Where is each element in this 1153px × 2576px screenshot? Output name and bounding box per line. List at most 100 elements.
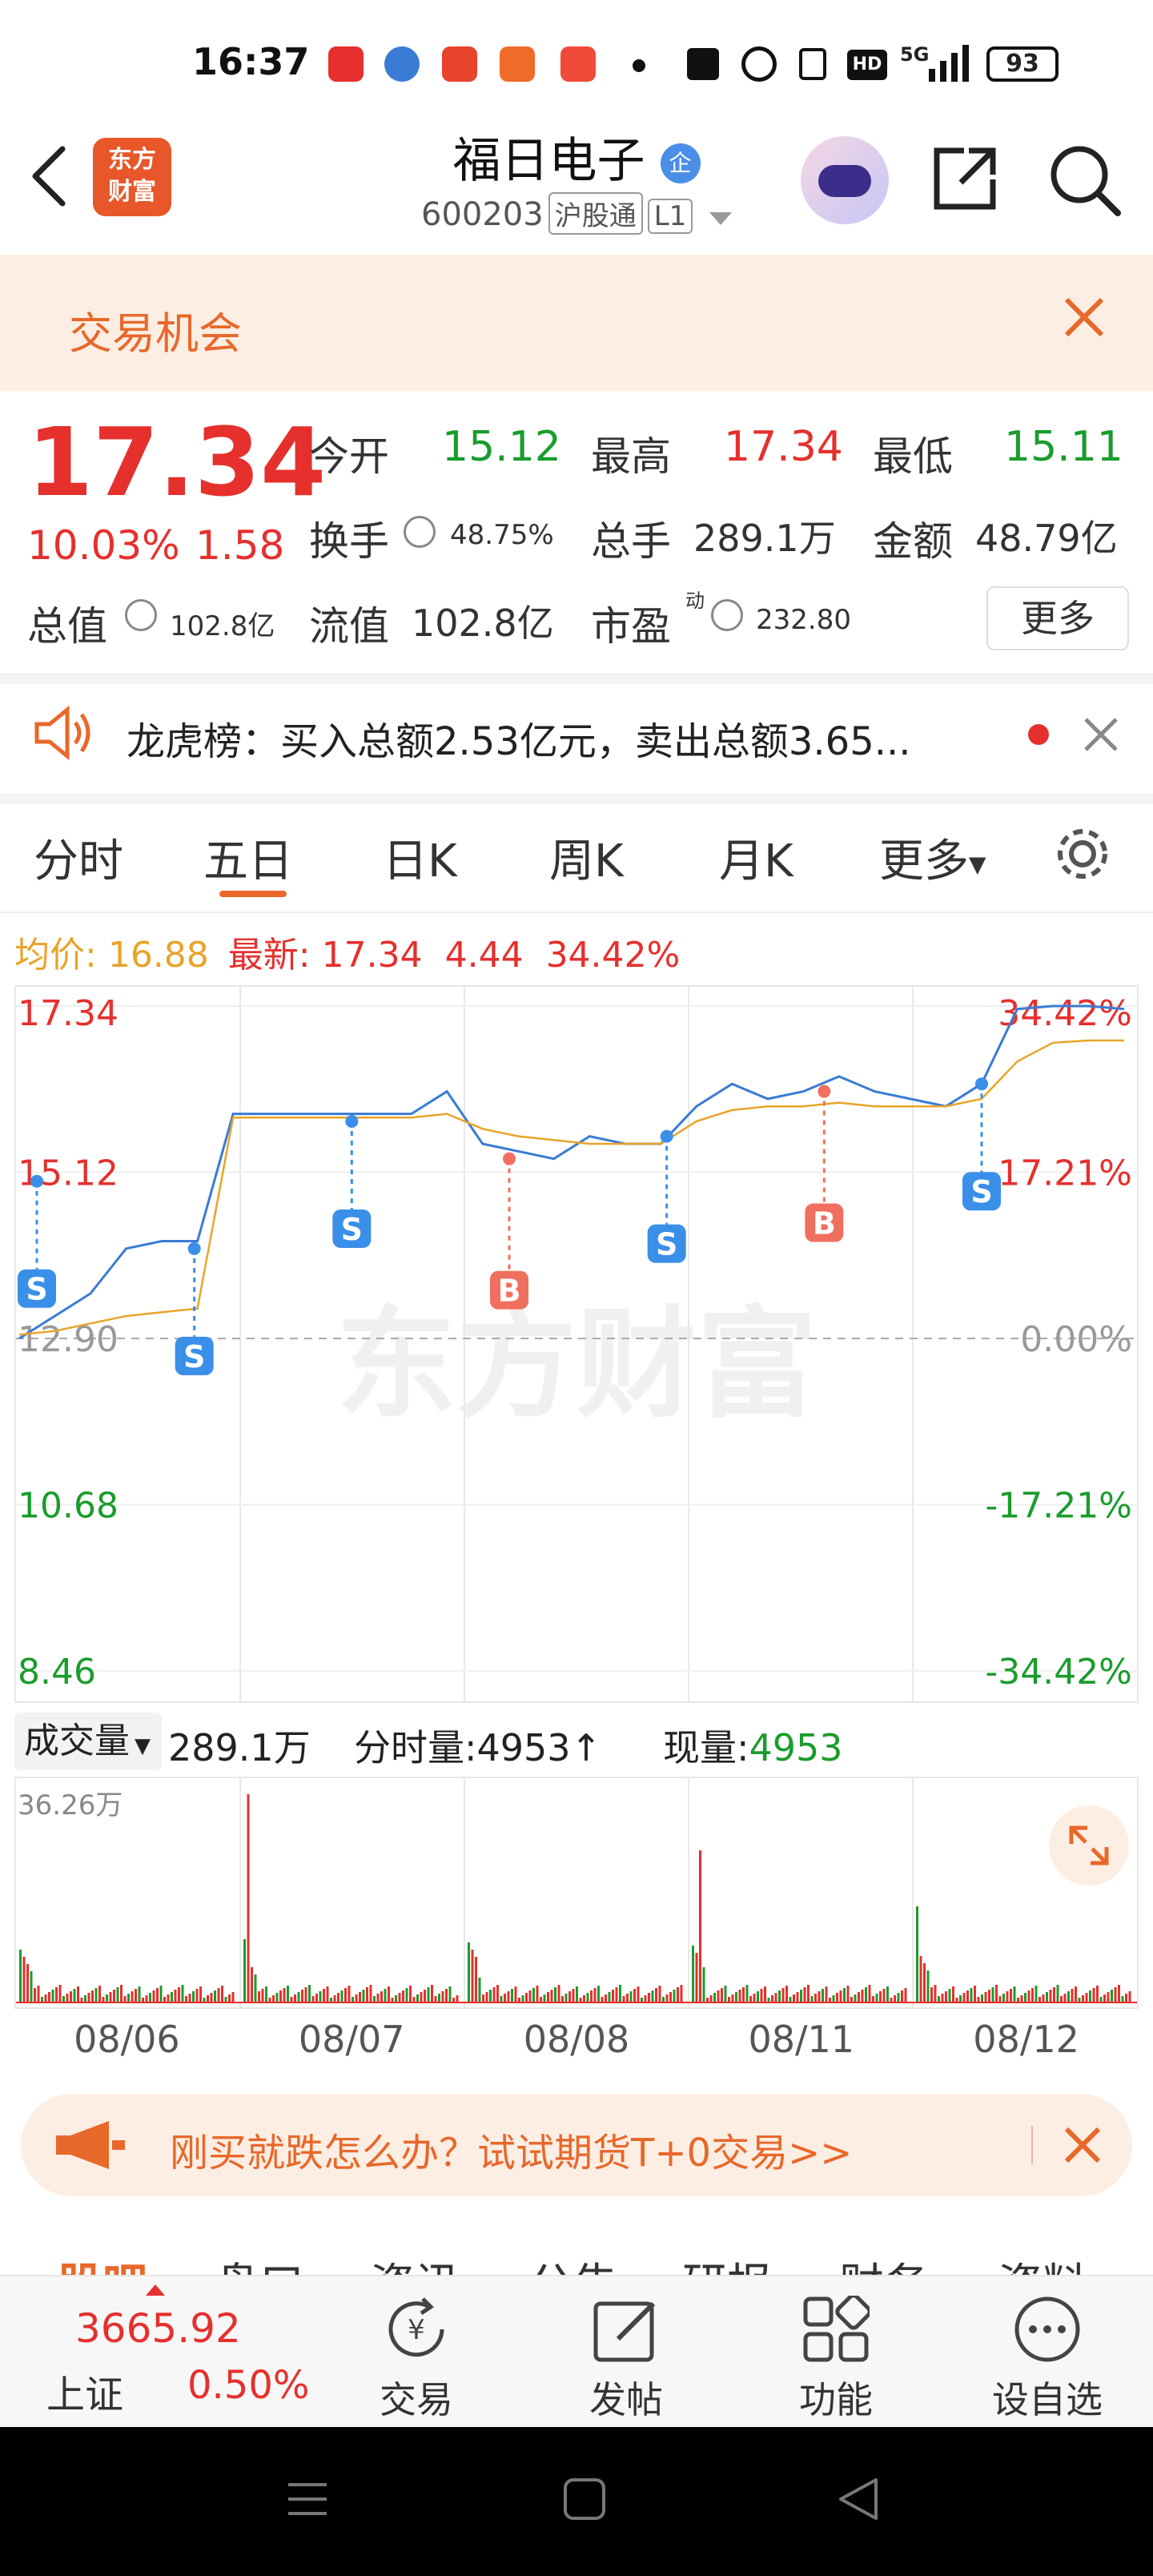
close-opportunity-button[interactable] [1062, 295, 1107, 340]
avg-value: 16.88 [107, 935, 209, 976]
five-day-price-chart[interactable]: 东方财富 17.34 34.42% 15.12 17.21% 12.90 0.00% 10.… [14, 985, 1139, 1703]
chart-settings-button[interactable] [1052, 823, 1113, 884]
volume-bar [897, 1993, 900, 2002]
volume-indicator-select[interactable]: 成交量 ▼ [14, 1713, 162, 1770]
market-tag: 沪股通 [548, 192, 643, 235]
volume-bar [1071, 1989, 1074, 2002]
nav-add-watchlist[interactable]: 设自选 [975, 2276, 1119, 2429]
tab-monthly-k[interactable]: 月K [719, 835, 793, 888]
nav-trade[interactable]: ¥ 交易 [344, 2276, 488, 2429]
info-dots-icon[interactable] [711, 599, 743, 631]
tabs-divider [0, 912, 1153, 913]
volume-bar [665, 1994, 669, 2002]
info-dots-icon[interactable] [125, 599, 157, 631]
volume-bar [210, 1993, 213, 2002]
triangle-back-icon [839, 2478, 878, 2520]
tab-finance[interactable]: 财务 [839, 2249, 929, 2275]
tab-announcements[interactable]: 公告 [528, 2249, 618, 2275]
volume-bar [648, 1993, 650, 2002]
volume-bar [1027, 1990, 1030, 2002]
back-button[interactable] [24, 144, 72, 208]
home-button[interactable] [562, 2477, 607, 2522]
tab-five-day[interactable]: 五日 [203, 835, 293, 888]
volume-bar [471, 1950, 474, 2002]
stock-code: 600203 [421, 196, 544, 233]
volume-bar [593, 1988, 597, 2002]
volume-bar [163, 1997, 166, 2002]
recents-button[interactable] [285, 2478, 330, 2520]
volume-bar [622, 1996, 625, 2002]
volume-bar [970, 1988, 973, 2002]
volume-bar [445, 1989, 448, 2002]
info-dots-icon[interactable] [404, 516, 436, 548]
volume-bar [1107, 1992, 1110, 2002]
robot-assistant-avatar[interactable] [801, 136, 889, 224]
volume-bar [62, 1996, 65, 2002]
volume-bar [608, 1992, 611, 2002]
volume-bar [1020, 1995, 1023, 2002]
tab-research[interactable]: 研报 [682, 2249, 772, 2275]
app-logo[interactable]: 东方 财富 [93, 138, 171, 216]
trade-marker-badge [805, 1203, 844, 1242]
volume-bar [576, 1986, 578, 2002]
expand-chart-button[interactable] [1049, 1805, 1129, 1886]
tab-profile[interactable]: 资料 [998, 2249, 1087, 2275]
tab-pankou[interactable]: 盘口 [215, 2249, 304, 2275]
share-button[interactable] [929, 143, 1001, 215]
volume-bar [1125, 1994, 1127, 2002]
volume-bar [19, 1950, 22, 2002]
close-icon [1064, 297, 1104, 337]
expand-icon [1069, 1825, 1109, 1866]
close-promo-button[interactable] [1062, 2124, 1103, 2166]
trade-opportunity-banner[interactable]: 交易机会 [0, 255, 1153, 391]
back-nav-button[interactable] [836, 2475, 881, 2523]
volume-bar [583, 1995, 585, 2002]
volume-bar [825, 1986, 828, 2002]
volume-bar [492, 1987, 496, 2002]
news-text[interactable]: 龙虎榜：买入总额2.53亿元，卖出总额3.65... [127, 719, 911, 764]
more-quote-button[interactable]: 更多 [986, 586, 1129, 650]
volume-bar [536, 1986, 539, 2002]
volume-bar [91, 1990, 94, 2002]
volume-bar [641, 1998, 643, 2002]
volume-bar [30, 1971, 33, 2002]
volume-bar [416, 1994, 419, 2002]
trade-marker-badge [962, 1172, 1001, 1211]
volume-bar [1096, 1986, 1099, 2002]
volume-bar [1017, 1998, 1019, 2002]
nav-functions-label: 功能 [799, 2378, 873, 2421]
buy-marker: B [813, 1206, 836, 1242]
volume-bar [543, 1994, 546, 2002]
menu-icon [288, 2483, 327, 2515]
volume-bar [728, 1997, 730, 2002]
tab-intraday[interactable]: 分时 [34, 835, 123, 888]
gear-icon [1058, 829, 1107, 879]
volume-bar [550, 1990, 553, 2002]
volume-bar [637, 1986, 640, 2002]
tab-news[interactable]: 资讯 [370, 2249, 460, 2275]
volume-bar [890, 1998, 893, 2002]
dropdown-caret-icon[interactable] [709, 212, 732, 225]
avg-price-line [18, 1039, 1124, 1336]
tab-weekly-k[interactable]: 周K [549, 835, 624, 888]
chevron-left-icon [32, 146, 66, 207]
volume-bar [673, 1990, 676, 2002]
tab-guba[interactable]: 股吧 [58, 2249, 147, 2275]
volume-bar [713, 1993, 716, 2002]
nav-functions[interactable]: 功能 [764, 2276, 908, 2429]
close-news-button[interactable] [1081, 714, 1121, 755]
alarm-icon [741, 46, 777, 82]
tab-more[interactable]: 更多▼ [879, 825, 986, 890]
volume-bar [228, 1994, 231, 2002]
volume-bar [724, 1986, 727, 2002]
futures-promo-banner[interactable]: 刚买就跌怎么办？试试期货T+0交易>> [21, 2094, 1132, 2196]
unread-dot [1028, 724, 1049, 745]
volume-chart[interactable]: 36.26万 [14, 1777, 1139, 2009]
tab-daily-k[interactable]: 日K [383, 835, 457, 888]
index-quote[interactable]: 3665.92 上证 0.50% [0, 2276, 312, 2429]
search-button[interactable] [1047, 143, 1124, 219]
float-cap-value: 102.8亿 [412, 602, 554, 645]
nav-post[interactable]: 发帖 [554, 2276, 698, 2429]
square-icon [564, 2478, 605, 2520]
volume-bar [882, 1989, 886, 2002]
